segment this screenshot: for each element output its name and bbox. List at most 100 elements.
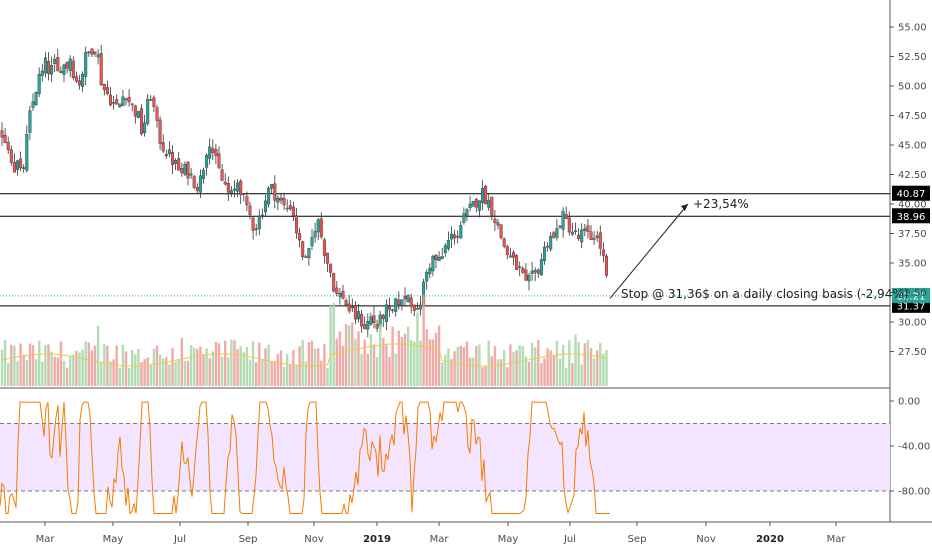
candle-body [223, 181, 227, 185]
y-tick-label: 45.00 [898, 141, 927, 152]
volume-bar [537, 340, 540, 386]
x-tick-label: Sep [628, 534, 647, 545]
volume-bar [149, 364, 152, 386]
volume-bar [279, 350, 283, 386]
candle-body [546, 245, 550, 248]
candle-body [322, 239, 326, 256]
volume-bar [490, 356, 493, 386]
volume-bar [174, 361, 177, 386]
volume-bar [233, 340, 236, 386]
volume-bar [196, 348, 199, 386]
volume-bar [596, 350, 599, 386]
candle-body [3, 134, 7, 144]
x-tick-label: Nov [696, 534, 716, 545]
candle-body [384, 304, 388, 322]
volume-bar [270, 361, 273, 386]
candle-body [335, 287, 339, 294]
candle-body [391, 309, 395, 311]
candle-body [214, 149, 218, 156]
volume-bar [366, 353, 369, 386]
candle-body [605, 255, 609, 276]
volume-bar [140, 362, 143, 386]
candle-body [530, 270, 534, 274]
level-badge [892, 185, 930, 201]
candle-body [440, 256, 444, 260]
candle-body [490, 196, 494, 216]
candle-body [19, 158, 23, 169]
volume-bar [388, 356, 391, 386]
volume-bar [400, 336, 404, 386]
volume-bar [301, 340, 304, 386]
candle-body [332, 273, 336, 292]
candle-body [59, 70, 63, 73]
candle-body [484, 185, 488, 205]
volume-bar [264, 348, 267, 386]
volume-bar [227, 357, 230, 386]
candle-body [419, 304, 423, 310]
candle-body [409, 297, 413, 307]
candle-body [527, 275, 531, 282]
volume-bar [354, 338, 357, 386]
target-arrow-line [609, 203, 689, 299]
candle-body [567, 217, 571, 233]
volume-bar [286, 354, 289, 386]
volume-bar [558, 358, 562, 386]
volume-bar [338, 331, 342, 386]
volume-bar [189, 345, 193, 386]
candle-body [158, 119, 162, 144]
volume-bar [425, 329, 428, 386]
candle-body [201, 169, 205, 179]
candle-body [295, 215, 299, 234]
volume-bar [574, 334, 577, 386]
volume-bar [450, 359, 453, 386]
volume-bar [143, 359, 146, 386]
x-tick-label: 2020 [756, 534, 784, 545]
candle-body [270, 184, 274, 189]
candle-body [28, 110, 32, 133]
candle-body [437, 256, 441, 262]
candle-body [388, 306, 392, 310]
candle-body [239, 180, 243, 196]
candle-body [220, 169, 224, 181]
price-panel [0, 0, 932, 523]
x-axis: Mar May Jul Sep Nov 2019 Mar May Jul Sep Nov 2020 Ma… [36, 522, 846, 545]
volume-bar [118, 367, 121, 386]
candle-body [183, 163, 187, 175]
candle-body [319, 218, 323, 238]
volume-bar [326, 367, 329, 386]
volume-bar [360, 354, 363, 386]
candle-body [465, 209, 469, 217]
volume-bar [109, 361, 112, 386]
volume-bar [437, 325, 441, 386]
candle-body [347, 303, 351, 312]
candle-body [468, 203, 472, 208]
volume-bar [441, 362, 444, 386]
volume-bar [459, 345, 462, 386]
volume-bar [406, 326, 410, 386]
volume-bar [434, 332, 438, 386]
candle-body [37, 74, 41, 94]
candle-body [496, 222, 500, 226]
candle-body [56, 57, 60, 72]
volume-bar [31, 345, 35, 386]
volume-bar [292, 350, 295, 386]
candle-body [81, 73, 85, 87]
volume-ma-line [1, 343, 607, 367]
candle-body [9, 149, 13, 163]
volume-bar [540, 363, 543, 386]
volume-bar [496, 359, 500, 386]
candle-body [474, 199, 478, 208]
candle-body [428, 267, 432, 275]
y-tick-label: 35.00 [898, 259, 927, 270]
target-arrow-head [681, 204, 688, 211]
volume-bar [456, 347, 459, 386]
volume-bar [307, 341, 311, 386]
level-badge-label: 31.37 [897, 301, 926, 312]
osc-tick-label: 0.00 [898, 397, 920, 408]
candle-body [313, 231, 317, 238]
volume-bar [592, 358, 596, 386]
candle-body [53, 58, 57, 64]
volume-bar [422, 295, 425, 386]
candle-body [521, 267, 525, 273]
